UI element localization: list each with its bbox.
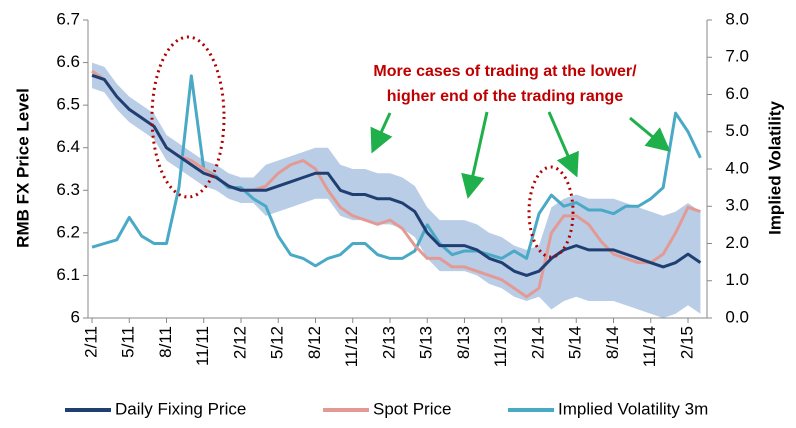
y-tick-label: 6.4 — [56, 137, 80, 156]
y-axis-title: RMB FX Price Level — [13, 88, 32, 248]
series-line — [91, 73, 702, 277]
y2-tick-label: 4.0 — [725, 158, 749, 177]
y2-tick-label: 3.0 — [725, 196, 749, 215]
y2-tick-label: 6.0 — [725, 84, 749, 103]
x-tick-label: 2/11 — [81, 326, 100, 358]
arrow — [461, 111, 489, 199]
x-tick-label: 2/14 — [528, 326, 547, 359]
y2-tick-label: 5.0 — [725, 121, 749, 140]
y2-tick-label: 7.0 — [725, 47, 749, 66]
x-tick-label: 5/13 — [417, 326, 436, 359]
arrow — [370, 112, 393, 154]
annotation: More cases of trading at the lower/ — [373, 63, 637, 80]
trading-range-band — [92, 62, 701, 319]
y-tick-label: 6.7 — [56, 9, 80, 28]
y-tick-label: 6 — [71, 307, 80, 326]
overlay — [150, 35, 671, 259]
x-tick-label: 11/13 — [491, 326, 510, 367]
x-tick-label: 8/12 — [305, 326, 324, 359]
arrow — [547, 111, 579, 178]
y-tick-label: 6.1 — [56, 265, 80, 284]
y-tick-label: 6.6 — [56, 52, 80, 71]
arrow — [629, 116, 671, 152]
x-tick-label: 2/15 — [677, 326, 696, 359]
y2-tick-label: 2.0 — [725, 233, 749, 252]
x-tick-label: 2/13 — [379, 326, 398, 359]
y-tick-label: 6.3 — [56, 180, 80, 199]
y-tick-label: 6.5 — [56, 95, 80, 114]
x-tick-label: 2/12 — [230, 326, 249, 359]
series-line — [91, 69, 701, 299]
y-tick-label: 6.2 — [56, 222, 80, 241]
y2-tick-label: 1.0 — [725, 270, 749, 289]
x-tick-label: 8/13 — [454, 326, 473, 359]
highlight-ellipse — [150, 35, 226, 199]
x-tick-label: 5/12 — [268, 326, 287, 359]
x-tick-label: 5/14 — [566, 326, 585, 359]
x-tick-label: 11/14 — [640, 326, 659, 367]
x-tick-label: 8/14 — [603, 326, 622, 359]
legend-label: Spot Price — [373, 399, 451, 418]
y2-tick-label: 8.0 — [725, 9, 749, 28]
x-tick-label: 5/11 — [119, 326, 138, 358]
legend-label: Implied Volatility 3m — [558, 399, 708, 418]
legend-label: Daily Fixing Price — [115, 399, 246, 418]
y2-axis-title: Implied Volatility — [765, 101, 784, 235]
annotation: higher end of the trading range — [387, 88, 624, 105]
highlight-ellipse — [527, 165, 575, 259]
y2-tick-label: 0.0 — [725, 307, 749, 326]
series-line — [91, 74, 702, 268]
x-tick-label: 11/11 — [193, 326, 212, 366]
x-tick-label: 11/12 — [342, 326, 361, 367]
x-tick-label: 8/11 — [156, 326, 175, 358]
